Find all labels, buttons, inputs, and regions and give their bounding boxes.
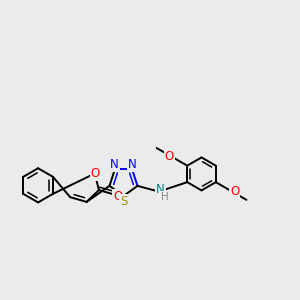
Text: N: N [128, 158, 137, 171]
Text: S: S [120, 195, 127, 208]
Text: O: O [91, 167, 100, 180]
Text: O: O [165, 150, 174, 163]
Text: O: O [113, 190, 122, 203]
Text: H: H [161, 192, 169, 202]
Text: N: N [110, 158, 118, 171]
Text: O: O [230, 185, 239, 198]
Text: N: N [156, 183, 165, 196]
